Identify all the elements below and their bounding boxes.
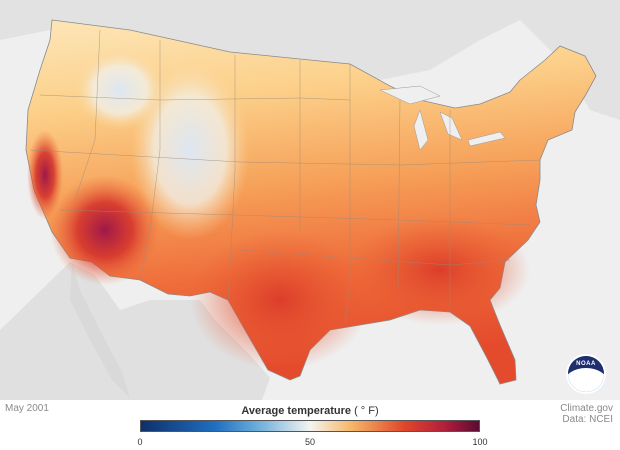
texas-hot bbox=[190, 230, 370, 370]
legend-tick-min: 0 bbox=[137, 437, 143, 447]
great-lakes bbox=[379, 85, 506, 151]
state-borders bbox=[29, 29, 541, 326]
map-svg bbox=[0, 0, 620, 400]
legend-tick-mid: 50 bbox=[304, 437, 316, 447]
credit-source: Climate.gov bbox=[560, 403, 613, 414]
baja-land bbox=[70, 262, 130, 398]
southeast-hot bbox=[350, 215, 530, 325]
credit: Climate.gov Data: NCEI bbox=[560, 403, 613, 425]
noaa-logo-icon: NOAA bbox=[568, 356, 604, 392]
legend-tick-max: 100 bbox=[472, 437, 488, 447]
temperature-map bbox=[0, 0, 620, 400]
great-basin-cool bbox=[75, 50, 165, 130]
desert-hot-region bbox=[50, 175, 160, 285]
central-valley-hot bbox=[27, 130, 63, 220]
color-scale-bar bbox=[140, 420, 480, 432]
legend-title-text: Average temperature bbox=[241, 405, 351, 417]
legend-footer: May 2001 Climate.gov Data: NCEI Average … bbox=[0, 400, 620, 450]
legend-unit: ( ° F) bbox=[354, 405, 379, 417]
date-label: May 2001 bbox=[5, 403, 49, 414]
credit-data: Data: NCEI bbox=[562, 414, 613, 425]
mexico-land bbox=[0, 262, 270, 400]
legend-title: Average temperature ( ° F) bbox=[0, 405, 620, 417]
